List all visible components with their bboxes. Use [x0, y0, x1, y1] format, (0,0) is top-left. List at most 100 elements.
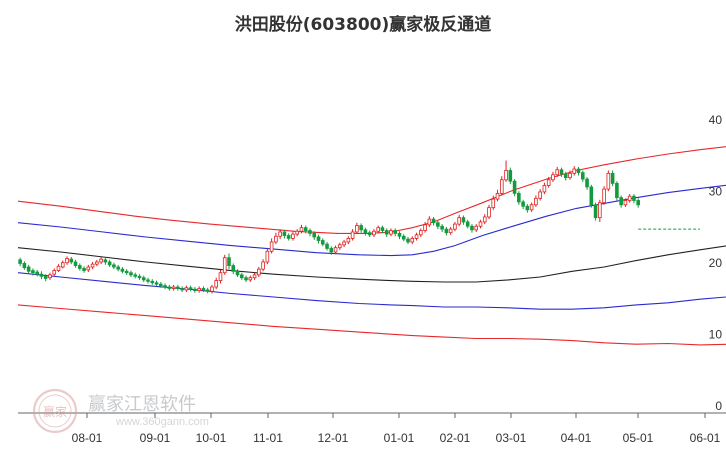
candle-body-141 — [615, 182, 619, 199]
candle-body-80 — [355, 225, 359, 233]
candle-body-25 — [120, 268, 125, 272]
candle-body-109 — [478, 221, 483, 227]
candle-body-84 — [372, 230, 376, 236]
candle-body-95 — [419, 230, 423, 236]
candle-body-9 — [52, 270, 57, 275]
candle-body-53 — [239, 274, 244, 279]
candle-body-139 — [606, 172, 611, 190]
x-tick-label-9: 04-01 — [561, 431, 592, 445]
candle-body-133 — [580, 172, 585, 180]
candle-body-146 — [636, 200, 640, 206]
candle-body-100 — [440, 225, 444, 230]
channel-line-4 — [17, 272, 726, 310]
candle-body-30 — [141, 277, 146, 281]
candle-body-28 — [133, 274, 138, 277]
candle-body-41 — [188, 287, 193, 290]
candle-body-142 — [619, 197, 623, 206]
candle-body-8 — [48, 274, 52, 279]
y-tick-label-4: 30 — [709, 185, 723, 199]
candle-body-98 — [431, 218, 436, 224]
x-tick-label-10: 05-01 — [623, 431, 654, 445]
watermark-logo: 赢家 — [32, 388, 78, 434]
candle-body-79 — [350, 231, 355, 239]
channel-line-5 — [17, 304, 726, 346]
x-tick-labels: 08-01 09-01 10-01 11-01 12-01 01-01 02-01 03-01… — [72, 413, 721, 445]
x-tick-label-4: 11-01 — [253, 431, 283, 445]
candle-body-91 — [401, 235, 406, 240]
candle-body-64 — [286, 235, 291, 239]
candle-body-54 — [244, 277, 248, 281]
candle-body-36 — [167, 286, 172, 289]
candle-body-118 — [517, 192, 521, 203]
candle-body-128 — [559, 169, 564, 175]
candle-body-137 — [598, 202, 602, 219]
candle-body-134 — [585, 178, 589, 188]
candle-body-69 — [308, 230, 312, 234]
candle-body-92 — [406, 238, 410, 243]
candle-body-48 — [218, 272, 223, 281]
candle-body-110 — [482, 216, 487, 223]
candle-body-129 — [563, 173, 568, 179]
candle-body-43 — [197, 288, 201, 291]
y-tick-label-2: 10 — [709, 328, 723, 342]
candle-body-112 — [491, 198, 496, 209]
x-tick-label-6: 01-01 — [384, 431, 415, 445]
candle-body-70 — [312, 232, 317, 238]
candle-body-66 — [295, 230, 299, 235]
candle-body-103 — [453, 223, 457, 230]
candle-body-23 — [112, 264, 116, 268]
candle-body-51 — [231, 265, 236, 272]
candle-body-76 — [338, 244, 342, 249]
candle-body-18 — [90, 263, 95, 268]
candle-body-88 — [389, 230, 393, 235]
candle-body-93 — [410, 238, 415, 243]
candle-body-107 — [470, 225, 474, 231]
candle-body-6 — [39, 273, 44, 277]
candle-body-122 — [534, 197, 538, 206]
candle-body-55 — [248, 277, 253, 281]
candle-body-26 — [124, 270, 129, 274]
candle-body-67 — [299, 227, 304, 232]
candle-body-126 — [551, 174, 555, 181]
candle-body-16 — [82, 268, 86, 271]
x-tick-label-1: 08-01 — [72, 431, 103, 445]
candle-body-101 — [444, 228, 449, 234]
candle-body-3 — [26, 266, 31, 272]
candle-body-57 — [257, 268, 261, 276]
candle-body-131 — [572, 168, 577, 174]
candle-body-90 — [397, 232, 402, 237]
candle-body-71 — [316, 236, 321, 241]
candle-body-20 — [99, 258, 103, 263]
candle-body-85 — [376, 227, 380, 232]
candle-body-50 — [227, 257, 231, 266]
candle-body-29 — [137, 275, 142, 279]
y-tick-labels: 0 10 20 30 40 — [709, 113, 723, 413]
candle-body-42 — [193, 288, 197, 292]
candle-body-143 — [623, 200, 628, 206]
candle-body-62 — [278, 231, 282, 237]
candle-body-2 — [22, 263, 27, 269]
candle-body-39 — [180, 288, 184, 291]
candle-body-78 — [346, 238, 351, 243]
candle-body-45 — [205, 289, 210, 292]
candle-body-124 — [542, 185, 547, 193]
x-tick-label-7: 02-01 — [440, 431, 471, 445]
candle-body-1 — [18, 259, 22, 264]
candle-body-56 — [252, 274, 257, 279]
channel-line-3 — [17, 245, 726, 283]
candle-body-59 — [265, 250, 270, 263]
candle-body-102 — [448, 228, 453, 234]
candle-body-10 — [56, 265, 61, 271]
candle-body-17 — [86, 266, 91, 271]
watermark-logo-text: 赢家 — [43, 404, 67, 419]
candle-body-38 — [176, 286, 180, 289]
candle-body-32 — [150, 280, 155, 284]
candle-body-40 — [184, 287, 189, 291]
candle-body-119 — [521, 201, 525, 207]
candle-body-104 — [457, 217, 461, 225]
candle-body-14 — [73, 261, 78, 266]
candle-body-31 — [146, 279, 150, 282]
candle-body-74 — [329, 248, 334, 253]
candle-body-13 — [69, 258, 74, 263]
candle-body-22 — [107, 261, 112, 266]
